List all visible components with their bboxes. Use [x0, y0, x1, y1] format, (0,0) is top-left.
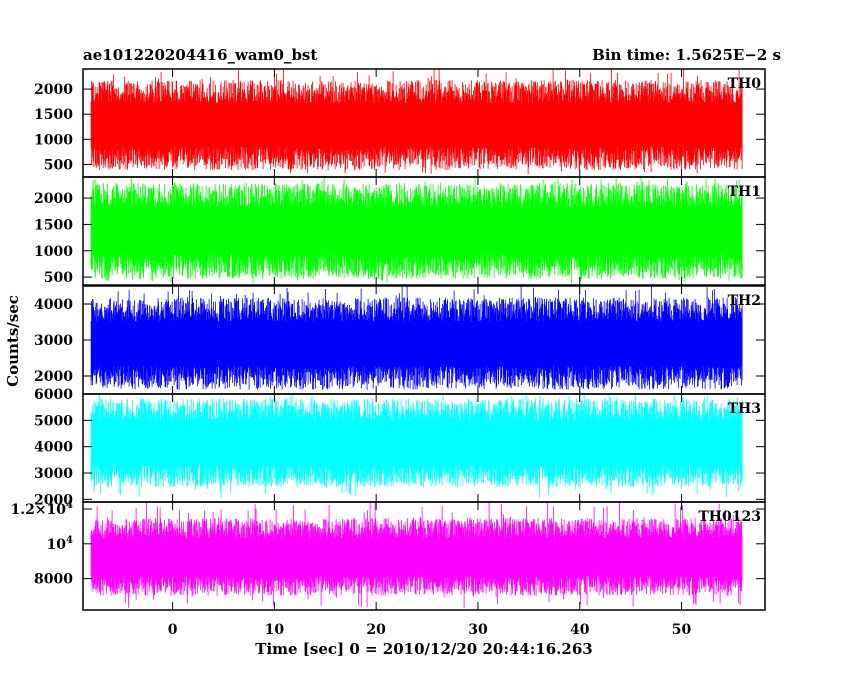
x-tick-label: 40: [570, 622, 590, 638]
series-th3: [90, 394, 743, 498]
panel-frame: [82, 501, 766, 611]
y-tick-label: 1500: [34, 217, 73, 233]
panel-frames: [82, 68, 766, 611]
panels: 500 1000 1500 2000 TH0 500 1000 1500 2000 TH1 2000…: [10, 69, 765, 610]
y-tick-label: 8000: [34, 572, 73, 588]
panel-label: TH0123: [698, 509, 761, 525]
series-th0123: [90, 502, 743, 609]
panel-frame: [82, 176, 766, 286]
y-tick-label: 1.2×104: [10, 500, 73, 518]
series-th0: [90, 69, 743, 175]
y-tick-label: 2000: [34, 191, 73, 207]
series-th2: [90, 286, 743, 390]
x-tick-label: 30: [468, 622, 488, 638]
y-tick-label: 2000: [34, 369, 73, 385]
x-tick-label: 20: [366, 622, 386, 638]
y-tick-label: 2000: [34, 82, 73, 98]
y-tick-label: 6000: [34, 387, 73, 403]
panel-label: TH2: [728, 293, 761, 309]
x-tick-label: 10: [265, 622, 285, 638]
y-tick-label: 4000: [34, 440, 73, 456]
series-th1: [90, 177, 743, 284]
y-tick-label: 104: [47, 535, 73, 553]
x-axis-label: Time [sec] 0 = 2010/12/20 20:44:16.263: [255, 640, 592, 658]
x-tick-label: 0: [168, 622, 178, 638]
panel-label: TH3: [728, 401, 761, 417]
y-tick-label: 500: [44, 270, 73, 286]
panel-th2: 2000 3000 4000 TH2: [34, 286, 765, 394]
y-tick-label: 3000: [34, 333, 73, 349]
y-tick-label: 1000: [34, 132, 73, 148]
x-tick-label: 50: [672, 622, 692, 638]
panel-th1: 500 1000 1500 2000 TH1: [34, 177, 765, 286]
y-tick-label: 500: [44, 157, 73, 173]
y-tick-label: 2000: [34, 492, 73, 508]
y-tick-label: 4000: [34, 297, 73, 313]
y-tick-label: 3000: [34, 466, 73, 482]
panel-label: TH1: [728, 184, 761, 200]
y-tick-label: 1000: [34, 244, 73, 260]
panel-th0: 500 1000 1500 2000 TH0: [34, 69, 765, 177]
bin-time-label: Bin time: 1.5625E−2 s: [592, 46, 781, 64]
panel-th3: 2000 3000 4000 5000 6000 TH3: [34, 387, 765, 508]
panel-th0123: 8000 104 1.2×104 TH0123: [10, 500, 765, 610]
y-axis-label: Counts/sec: [4, 295, 22, 387]
y-tick-label: 1500: [34, 107, 73, 123]
panel-label: TH0: [728, 76, 762, 92]
chart-title: ae101220204416_wam0_bst: [83, 46, 317, 64]
y-tick-label: 5000: [34, 413, 73, 429]
x-axis: 0 10 20 30 40 50: [168, 622, 692, 638]
